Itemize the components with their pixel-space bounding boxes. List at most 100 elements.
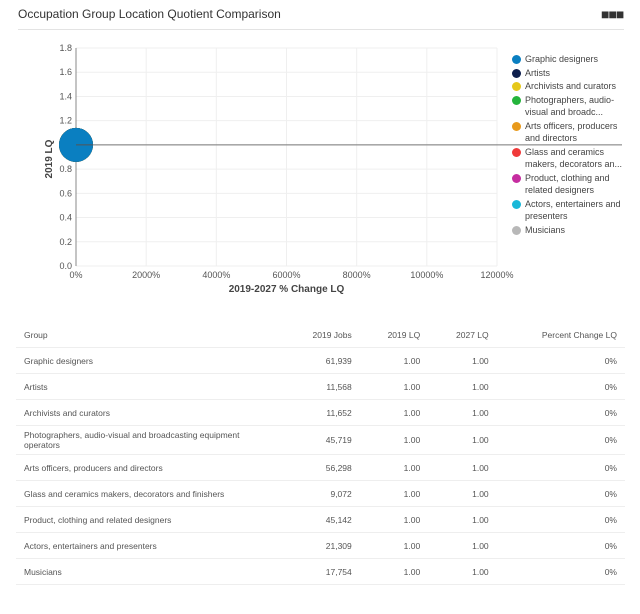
legend-marker-icon [512, 95, 521, 105]
column-header[interactable]: 2019 LQ [359, 323, 429, 348]
table-cell: 1.00 [428, 532, 497, 559]
table-header-row: Group 2019 Jobs 2019 LQ 2027 LQ Percent Chan… [16, 323, 625, 348]
table-cell: 56,298 [282, 454, 360, 481]
table-cell: 1.00 [359, 373, 429, 400]
table-cell: Actors, entertainers and presenters [16, 532, 282, 559]
table-cell: Photographers, audio-visual and broadcas… [16, 425, 282, 455]
legend-item[interactable]: Glass and ceramics makers, decorators an… [512, 146, 632, 171]
legend-item[interactable]: Photographers, audio-visual and broadc..… [512, 94, 632, 119]
x-tick-label: 0% [69, 270, 82, 280]
widget-title: Occupation Group Location Quotient Compa… [18, 7, 281, 21]
y-tick-label: 0.2 [59, 237, 72, 247]
table-cell: 0% [496, 506, 625, 533]
column-header[interactable]: Group [16, 323, 282, 348]
legend-item[interactable]: Archivists and curators [512, 80, 632, 93]
chart-legend: Graphic designers Artists Archivists and c… [512, 53, 632, 237]
legend-label: Artists [525, 67, 551, 78]
legend-marker-icon [512, 225, 521, 235]
y-tick-label: 0.8 [59, 164, 72, 174]
x-tick-label: 10000% [410, 270, 443, 280]
table-cell: 1.00 [428, 347, 497, 374]
y-tick-label: 0.4 [59, 213, 72, 223]
y-tick-label: 1.8 [59, 43, 72, 53]
table-cell: 11,568 [282, 373, 360, 400]
table-cell: Archivists and curators [16, 399, 282, 426]
table-cell: 61,939 [282, 347, 360, 374]
table-row: Artists 11,568 1.00 1.00 0% [16, 373, 625, 400]
table-cell: 1.00 [359, 558, 429, 585]
table-cell: 0% [496, 480, 625, 507]
x-tick-label: 4000% [202, 270, 230, 280]
table-cell: 1.00 [359, 532, 429, 559]
table-cell: 0% [496, 425, 625, 455]
table-cell: 1.00 [359, 506, 429, 533]
legend-item[interactable]: Graphic designers [512, 53, 632, 66]
table-row: Photographers, audio-visual and broadcas… [16, 425, 625, 455]
legend-marker-icon [512, 147, 521, 157]
legend-label: Arts officers, producers and directors [525, 120, 618, 144]
table-cell: 1.00 [428, 506, 497, 533]
x-tick-label: 6000% [272, 270, 300, 280]
table-row: Product, clothing and related designers 4… [16, 506, 625, 533]
legend-item[interactable]: Arts officers, producers and directors [512, 120, 632, 145]
legend-marker-icon [512, 55, 521, 64]
more-horizontal-icon[interactable]: ■■■ [601, 6, 624, 22]
y-tick-label: 1.6 [59, 67, 72, 77]
y-tick-label: 0.6 [59, 188, 72, 198]
table-cell: Graphic designers [16, 347, 282, 374]
table-cell: 9,072 [282, 480, 360, 507]
x-tick-label: 12000% [480, 270, 513, 280]
table-row: Glass and ceramics makers, decorators an… [16, 480, 625, 507]
legend-marker-icon [512, 173, 521, 183]
legend-label: Actors, entertainers and presenters [525, 198, 621, 222]
lq-table: Group 2019 Jobs 2019 LQ 2027 LQ Percent Chan… [16, 323, 625, 585]
table-cell: 1.00 [428, 480, 497, 507]
table-cell: 1.00 [359, 347, 429, 374]
legend-item[interactable]: Artists [512, 67, 632, 80]
table-row: Archivists and curators 11,652 1.00 1.00 0% [16, 399, 625, 426]
table-cell: 1.00 [359, 399, 429, 426]
table-cell: 1.00 [359, 480, 429, 507]
y-tick-label: 1.2 [59, 116, 72, 126]
table-cell: 45,142 [282, 506, 360, 533]
table-cell: Musicians [16, 558, 282, 585]
table-row: Graphic designers 61,939 1.00 1.00 0% [16, 347, 625, 374]
column-header[interactable]: 2027 LQ [428, 323, 497, 348]
x-axis-title: 2019-2027 % Change LQ [229, 284, 345, 295]
table-row: Actors, entertainers and presenters 21,30… [16, 532, 625, 559]
legend-marker-icon [512, 199, 521, 209]
table-cell: 1.00 [359, 454, 429, 481]
table-cell: 1.00 [359, 425, 429, 455]
table-row: Arts officers, producers and directors 56… [16, 454, 625, 481]
y-tick-label: 1.4 [59, 91, 72, 101]
legend-item[interactable]: Product, clothing and related designers [512, 172, 632, 197]
table-cell: 0% [496, 532, 625, 559]
table-cell: 1.00 [428, 558, 497, 585]
table-cell: 1.00 [428, 399, 497, 426]
x-tick-label: 8000% [343, 270, 371, 280]
table-cell: 0% [496, 373, 625, 400]
table-cell: Arts officers, producers and directors [16, 454, 282, 481]
table-cell: Product, clothing and related designers [16, 506, 282, 533]
table-cell: 0% [496, 558, 625, 585]
table-cell: 21,309 [282, 532, 360, 559]
column-header[interactable]: 2019 Jobs [282, 323, 360, 348]
table-cell: 1.00 [428, 373, 497, 400]
legend-item[interactable]: Actors, entertainers and presenters [512, 198, 632, 223]
legend-label: Musicians [525, 224, 566, 235]
table-cell: 45,719 [282, 425, 360, 455]
legend-marker-icon [512, 82, 521, 91]
table-cell: 0% [496, 347, 625, 374]
legend-marker-icon [512, 68, 521, 78]
legend-label: Graphic designers [525, 54, 599, 64]
table-row: Musicians 17,754 1.00 1.00 0% [16, 558, 625, 585]
divider [18, 29, 624, 30]
legend-marker-icon [512, 121, 521, 131]
table-cell: 0% [496, 454, 625, 481]
legend-label: Product, clothing and related designers [525, 172, 610, 196]
legend-label: Archivists and curators [525, 81, 617, 91]
legend-item[interactable]: Musicians [512, 224, 632, 237]
table-cell: Artists [16, 373, 282, 400]
column-header[interactable]: Percent Change LQ [496, 323, 625, 348]
